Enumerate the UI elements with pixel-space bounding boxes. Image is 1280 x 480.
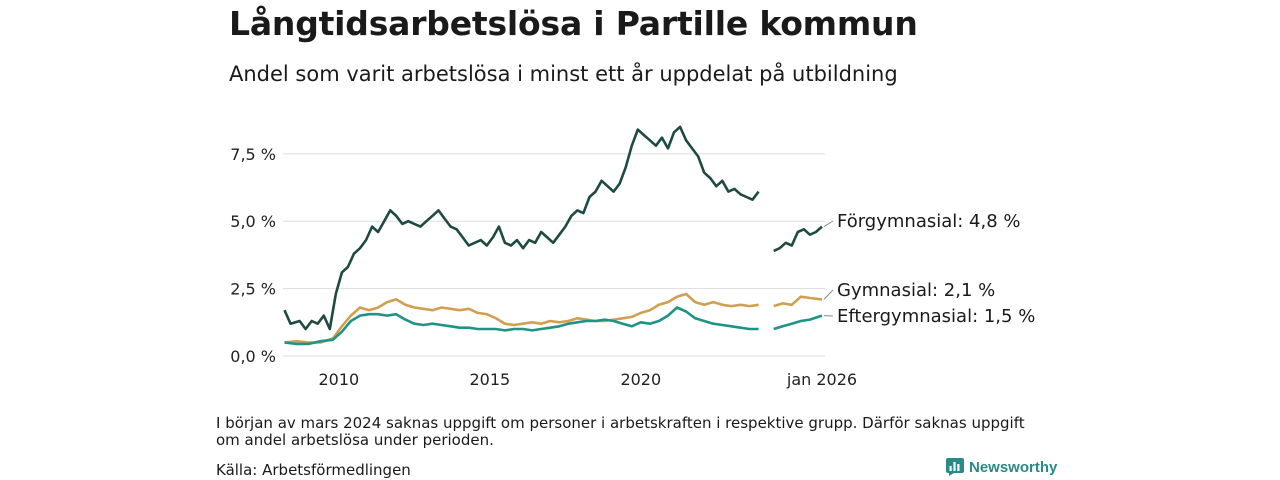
line-chart: 0,0 % 2,5 % 5,0 % 7,5 % 2010 2015 2020 jan 202… (230, 125, 1035, 389)
series-line-förgymnasial (773, 225, 823, 253)
series-labels: Förgymnasial: 4,8 % Gymnasial: 2,1 % Efter… (823, 211, 1035, 327)
y-axis-ticks: 0,0 % 2,5 % 5,0 % 7,5 % (230, 145, 276, 366)
y-tick-label: 0,0 % (230, 347, 276, 366)
x-tick-label: 2020 (620, 370, 661, 389)
label-connector (823, 220, 834, 228)
series-line-förgymnasial (283, 125, 760, 331)
chart-subtitle: Andel som varit arbetslösa i minst ett å… (229, 62, 898, 86)
series-line-gymnasial (773, 295, 823, 308)
x-tick-label: 2010 (319, 370, 360, 389)
series-line-eftergymnasial (773, 314, 823, 331)
series-line-gymnasial (284, 292, 759, 344)
series-line-eftergymnasial (284, 306, 759, 346)
brand-name: Newsworthy (969, 458, 1058, 476)
x-axis-ticks: 2010 2015 2020 jan 2026 (319, 370, 858, 389)
source-text: Källa: Arbetsförmedlingen (216, 461, 411, 479)
y-tick-label: 5,0 % (230, 212, 276, 231)
y-tick-label: 2,5 % (230, 280, 276, 299)
x-tick-label: 2015 (469, 370, 510, 389)
series-label-gymnasial: Gymnasial: 2,1 % (837, 280, 995, 301)
series-label-eftergymnasial: Eftergymnasial: 1,5 % (837, 306, 1035, 327)
grid-lines (283, 153, 825, 357)
series-label-förgymnasial: Förgymnasial: 4,8 % (837, 211, 1021, 232)
footnote: I början av mars 2024 saknas uppgift om … (216, 414, 1025, 449)
series-lines (283, 125, 823, 346)
y-tick-label: 7,5 % (230, 145, 276, 164)
label-connector (823, 289, 834, 300)
brand-logo[interactable]: Newsworthy (946, 458, 1057, 476)
x-tick-label: jan 2026 (786, 370, 857, 389)
chart-title: Långtidsarbetslösa i Partille kommun (229, 4, 918, 43)
bar-chart-icon (946, 458, 964, 476)
